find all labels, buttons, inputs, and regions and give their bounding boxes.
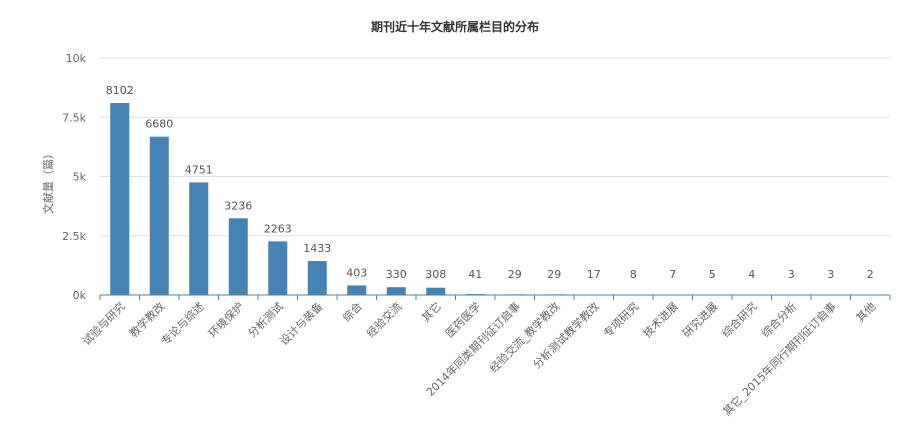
x-tick-label: 分析测试 xyxy=(245,299,286,340)
data-label: 308 xyxy=(425,268,446,281)
data-label: 6680 xyxy=(145,118,173,131)
x-tick-label: 综合分析 xyxy=(758,299,799,340)
data-label: 4 xyxy=(748,268,755,281)
x-tick-label: 专论与综述 xyxy=(158,299,207,348)
y-tick-label: 7.5k xyxy=(62,111,86,124)
chart-title: 期刊近十年文献所属栏目的分布 xyxy=(371,19,539,34)
bar xyxy=(110,102,130,295)
x-tick-label: 其它 xyxy=(418,299,443,324)
x-tick-label: 专项研究 xyxy=(600,299,641,340)
data-label: 41 xyxy=(468,268,482,281)
x-tick-label: 研究进展 xyxy=(679,299,720,340)
data-label: 3236 xyxy=(224,199,252,212)
data-label: 3 xyxy=(788,268,795,281)
bar xyxy=(149,136,169,295)
y-axis-label: 文献量（篇） xyxy=(41,148,55,214)
x-tick-label: 综合研究 xyxy=(719,299,760,340)
data-label: 5 xyxy=(709,268,716,281)
data-labels: 8102 6680 4751 3236 2263 1433 403 330 308 41 29 29 1… xyxy=(106,84,874,281)
x-tick-label: 技术进展 xyxy=(641,300,681,340)
x-tick-label: 环境保护 xyxy=(205,299,246,340)
bar xyxy=(347,285,367,295)
data-label: 17 xyxy=(587,268,601,281)
bar xyxy=(228,218,248,295)
y-axis-ticks: 0k 2.5k 5k 7.5k 10k xyxy=(62,52,86,302)
bar xyxy=(268,241,288,295)
data-label: 7 xyxy=(669,268,676,281)
x-tick-label: 设计与装备 xyxy=(277,299,326,348)
x-tick-label: 综合 xyxy=(339,299,364,324)
y-tick-label: 2.5k xyxy=(62,230,86,243)
bars xyxy=(110,102,880,295)
data-label: 4751 xyxy=(185,163,213,176)
data-label: 8 xyxy=(630,268,637,281)
x-tick-label: 教学教改 xyxy=(126,299,167,340)
y-tick-label: 10k xyxy=(66,52,87,65)
data-label: 403 xyxy=(346,266,367,279)
bar xyxy=(386,287,406,295)
grid-lines xyxy=(100,57,890,296)
x-tick-label: 医药医学 xyxy=(442,299,483,340)
x-tick-label: 其他 xyxy=(854,300,879,325)
data-label: 29 xyxy=(508,268,522,281)
y-tick-label: 0k xyxy=(73,289,87,302)
x-tick-label: 经验交流 xyxy=(363,299,404,340)
data-label: 2 xyxy=(867,268,874,281)
x-tick-label: 试验与研究 xyxy=(79,299,128,348)
data-label: 1433 xyxy=(303,242,331,255)
bar xyxy=(307,261,327,295)
data-label: 8102 xyxy=(106,84,134,97)
bar xyxy=(189,182,209,295)
y-tick-label: 5k xyxy=(73,171,87,184)
data-label: 2263 xyxy=(264,222,292,235)
bar xyxy=(426,287,446,295)
data-label: 330 xyxy=(386,268,407,281)
data-label: 29 xyxy=(547,268,561,281)
data-label: 3 xyxy=(827,268,834,281)
x-tick-label: 经验交流_教学教改 xyxy=(486,299,562,375)
x-tick-label: 分析测试教学教改 xyxy=(530,299,602,371)
